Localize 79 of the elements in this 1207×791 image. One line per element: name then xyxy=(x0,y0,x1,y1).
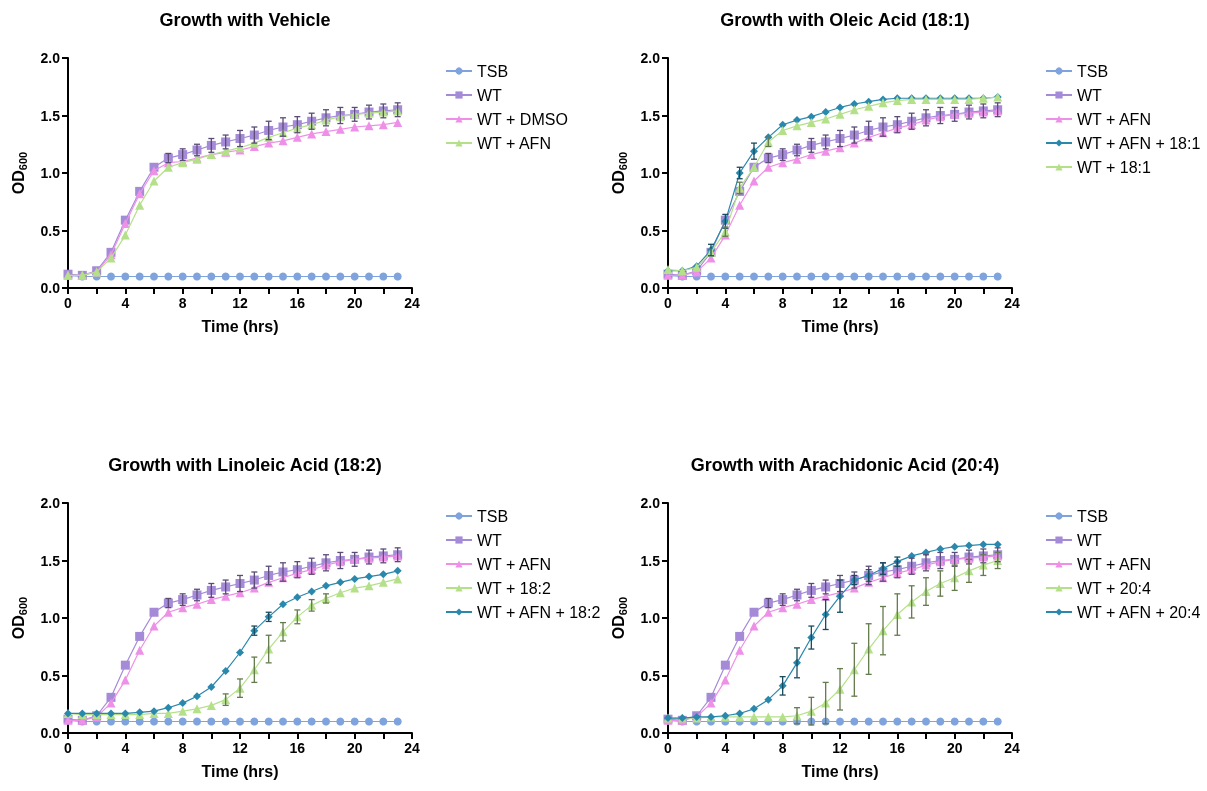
x-tick-label: 20 xyxy=(346,740,363,756)
y-tick-label: 0.5 xyxy=(640,667,661,684)
y-tick-label: 1.5 xyxy=(40,107,61,124)
y-tick-label: 0.0 xyxy=(640,725,661,741)
legend-label: WT + AFN xyxy=(477,134,551,152)
y-tick-label: 1.5 xyxy=(640,107,661,124)
x-tick-label: 24 xyxy=(404,740,420,756)
x-tick-label: 16 xyxy=(889,740,906,756)
x-tick-label: 20 xyxy=(346,295,363,311)
y-tick-label: 2.0 xyxy=(640,50,661,66)
x-tick-label: 4 xyxy=(121,295,130,311)
x-tick-label: 8 xyxy=(778,295,787,311)
x-tick-label: 0 xyxy=(64,295,73,311)
chart-title: Growth with Arachidonic Acid (20:4) xyxy=(690,455,1000,475)
x-tick-label: 20 xyxy=(946,740,963,756)
x-axis-title: Time (hrs) xyxy=(201,762,279,780)
x-tick-label: 4 xyxy=(721,740,730,756)
legend-label: WT xyxy=(1077,86,1103,104)
y-tick-label: 0.5 xyxy=(640,222,661,239)
y-tick-label: 0.0 xyxy=(640,280,661,296)
chart-title: Growth with Linoleic Acid (18:2) xyxy=(108,455,382,475)
legend-label: WT + 18:1 xyxy=(1077,158,1152,176)
y-tick-label: 0.0 xyxy=(40,280,61,296)
legend-label: WT + AFN + 18:2 xyxy=(477,603,601,621)
legend-label: TSB xyxy=(477,62,509,80)
y-tick-label: 0.0 xyxy=(40,725,61,741)
legend-label: WT + AFN xyxy=(1077,110,1151,128)
x-tick-label: 8 xyxy=(778,740,787,756)
legend-label: WT + 20:4 xyxy=(1077,579,1152,597)
x-axis-title: Time (hrs) xyxy=(801,317,879,335)
x-tick-label: 4 xyxy=(721,295,730,311)
y-tick-label: 1.0 xyxy=(40,165,61,181)
x-tick-label: 0 xyxy=(64,740,73,756)
x-tick-label: 0 xyxy=(664,295,673,311)
x-tick-label: 16 xyxy=(889,295,906,311)
y-tick-label: 1.0 xyxy=(640,610,661,626)
x-tick-label: 8 xyxy=(178,740,187,756)
x-tick-label: 16 xyxy=(289,295,306,311)
legend-label: WT + AFN + 18:1 xyxy=(1077,134,1201,152)
y-axis-title: OD600 xyxy=(10,151,29,195)
legend-label: WT + AFN + 20:4 xyxy=(1077,603,1201,621)
x-tick-label: 16 xyxy=(289,740,306,756)
y-tick-label: 2.0 xyxy=(640,495,661,511)
legend-label: TSB xyxy=(1077,62,1109,80)
legend-label: WT + AFN xyxy=(477,555,551,573)
legend-label: WT xyxy=(477,86,503,104)
x-tick-label: 12 xyxy=(232,740,248,756)
x-tick-label: 8 xyxy=(178,295,187,311)
x-tick-label: 12 xyxy=(232,295,248,311)
legend-label: TSB xyxy=(1077,507,1109,525)
x-tick-label: 12 xyxy=(832,740,848,756)
x-tick-label: 4 xyxy=(121,740,130,756)
legend-label: WT + 18:2 xyxy=(477,579,552,597)
x-tick-label: 24 xyxy=(1004,295,1020,311)
x-tick-label: 20 xyxy=(946,295,963,311)
y-tick-label: 0.5 xyxy=(40,222,61,239)
y-tick-label: 1.5 xyxy=(40,552,61,569)
y-tick-label: 2.0 xyxy=(40,495,61,511)
legend-label: WT + DMSO xyxy=(477,110,568,128)
y-tick-label: 2.0 xyxy=(40,50,61,66)
y-axis-title: OD600 xyxy=(610,151,629,195)
legend-label: TSB xyxy=(477,507,509,525)
y-tick-label: 1.5 xyxy=(640,552,661,569)
y-tick-label: 1.0 xyxy=(40,610,61,626)
y-tick-label: 1.0 xyxy=(640,165,661,181)
x-tick-label: 12 xyxy=(832,295,848,311)
x-axis-title: Time (hrs) xyxy=(801,762,879,780)
chart-title: Growth with Vehicle xyxy=(159,10,331,30)
y-axis-title: OD600 xyxy=(10,596,29,640)
legend-label: WT xyxy=(1077,531,1103,549)
y-tick-label: 0.5 xyxy=(40,667,61,684)
x-tick-label: 0 xyxy=(664,740,673,756)
y-axis-title: OD600 xyxy=(610,596,629,640)
x-axis-title: Time (hrs) xyxy=(201,317,279,335)
legend-label: WT + AFN xyxy=(1077,555,1151,573)
x-tick-label: 24 xyxy=(404,295,420,311)
chart-title: Growth with Oleic Acid (18:1) xyxy=(720,10,970,30)
x-tick-label: 24 xyxy=(1004,740,1020,756)
legend-label: WT xyxy=(477,531,503,549)
